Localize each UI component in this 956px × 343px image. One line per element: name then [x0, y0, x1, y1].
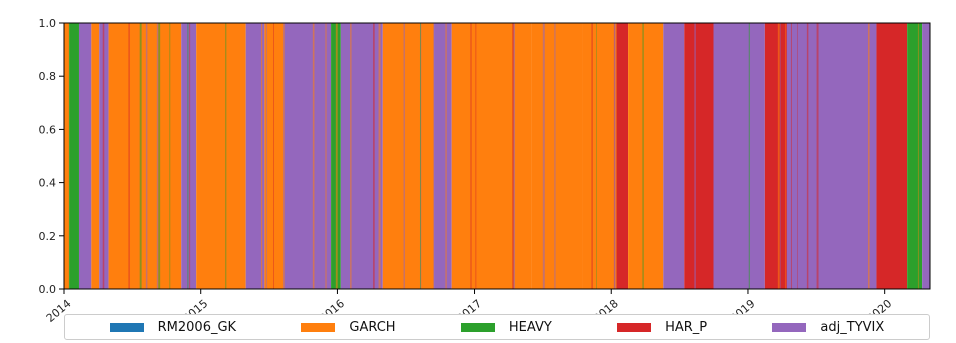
area-segment-6 [181, 23, 197, 289]
legend-item-adj_tyvix: adj_TYVIX [772, 320, 884, 335]
area-strip [128, 23, 130, 289]
area-strip [694, 23, 696, 289]
y-tick-label: 0.6 [39, 123, 57, 136]
area-segment-20 [663, 23, 685, 289]
area-strip [325, 23, 327, 289]
area-strip [335, 23, 338, 289]
area-strip [403, 23, 405, 289]
area-segment-10 [283, 23, 332, 289]
y-tick-label: 0.2 [39, 230, 57, 243]
area-segment-3 [91, 23, 100, 289]
area-strip [591, 23, 593, 289]
area-strip [917, 23, 919, 289]
area-strip [554, 23, 556, 289]
area-segment-7 [196, 23, 246, 289]
plot-area [64, 23, 930, 289]
area-strip [816, 23, 819, 289]
plot-frame [63, 22, 931, 290]
area-strip [785, 23, 786, 289]
area-segment-8 [245, 23, 265, 289]
legend-label: GARCH [349, 319, 396, 335]
area-segment-14 [434, 23, 452, 289]
legend-item-heavy: HEAVY [460, 319, 552, 335]
area-segment-25 [876, 23, 908, 289]
legend-label: adj_TYVIX [820, 319, 885, 335]
area-strip [797, 23, 798, 289]
area-strip [189, 23, 191, 289]
area-strip [806, 23, 809, 289]
y-tick-label: 0.8 [39, 70, 57, 83]
area-segment-18 [616, 23, 629, 289]
legend-swatch [301, 322, 336, 332]
area-strip [169, 23, 171, 289]
area-strip [187, 23, 189, 289]
area-strip [777, 23, 780, 289]
area-strip [378, 23, 381, 289]
legend-label: HEAVY [508, 319, 552, 335]
area-strip [779, 23, 781, 289]
area-strip [225, 23, 227, 289]
area-segment-27 [922, 23, 930, 289]
area-strip [748, 23, 750, 289]
area-segment-2 [78, 23, 92, 289]
area-segment-0 [64, 23, 70, 289]
legend-swatch [617, 322, 652, 332]
area-segment-26 [907, 23, 923, 289]
area-segment-16 [531, 23, 583, 289]
area-strip [512, 23, 514, 289]
legend-swatch [460, 322, 495, 332]
area-strip [145, 23, 148, 289]
y-tick-label: 1.0 [39, 17, 57, 30]
area-segment-22 [713, 23, 765, 289]
legend-item-garch: GARCH [301, 319, 396, 335]
area-segment-21 [684, 23, 714, 289]
area-segment-23 [764, 23, 787, 289]
area-segment-13 [382, 23, 435, 289]
legend-label: HAR_P [665, 319, 708, 335]
legend-swatch [772, 322, 807, 332]
area-segment-24 [786, 23, 877, 289]
legend-item-rm2006_gk: RM2006_GK [109, 319, 237, 335]
area-strip [596, 23, 597, 289]
y-tick-label: 0.0 [39, 283, 57, 296]
area-strip [513, 23, 515, 289]
area-strip [613, 23, 616, 289]
area-strip [867, 23, 870, 289]
legend-label: RM2006_GK [157, 319, 237, 335]
area-segment-17 [582, 23, 617, 289]
area-strip [273, 23, 274, 289]
area-segment-1 [69, 23, 79, 289]
y-axis: 0.0 0.2 0.4 0.6 0.8 1.0 [39, 17, 64, 296]
area-strip [102, 23, 105, 289]
area-strip [542, 23, 545, 289]
area-segment-9 [264, 23, 284, 289]
area-strip [445, 23, 447, 289]
legend: RM2006_GK GARCH HEAVY HAR_P adj_TYVIX [64, 314, 930, 340]
area-strip [284, 23, 285, 289]
area-strip [790, 23, 792, 289]
area-strip [158, 23, 161, 289]
area-strip [312, 23, 315, 289]
area-strip [419, 23, 421, 289]
area-strip [139, 23, 142, 289]
area-strip [265, 23, 267, 289]
area-strip [261, 23, 263, 289]
y-tick-label: 0.4 [39, 177, 57, 190]
area-segment-15 [451, 23, 532, 289]
area-strip [642, 23, 644, 289]
area-strip [156, 23, 159, 289]
area-strip [470, 23, 472, 289]
area-strip [373, 23, 375, 289]
legend-swatch [109, 322, 144, 332]
area-segment-5 [108, 23, 182, 289]
legend-item-har_p: HAR_P [617, 320, 707, 335]
area-segment-12 [340, 23, 383, 289]
area-strip [475, 23, 477, 289]
area-segment-19 [628, 23, 664, 289]
area-strip [350, 23, 352, 289]
